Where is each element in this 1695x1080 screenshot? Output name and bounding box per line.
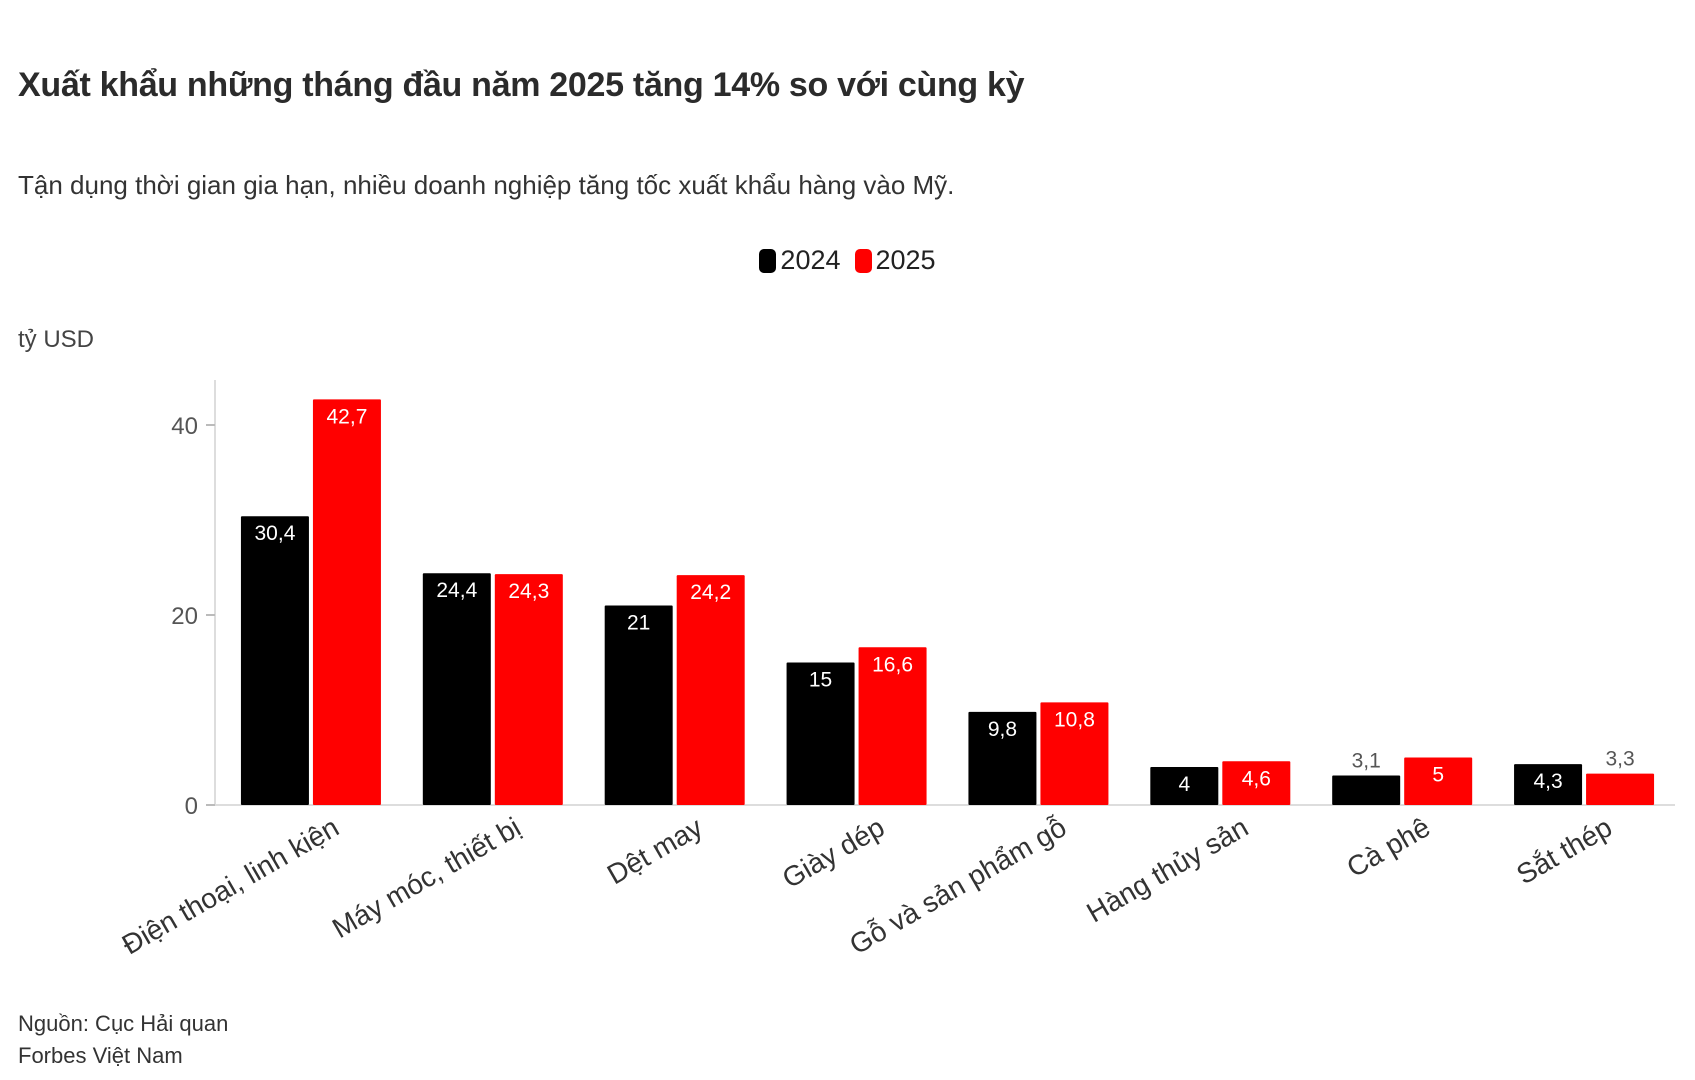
legend-item-2024: 2024: [759, 245, 841, 276]
x-tick-label: Điện thoại, linh kiện: [117, 811, 344, 960]
data-label: 10,8: [1054, 708, 1095, 731]
data-label: 16,6: [872, 653, 913, 676]
bar-2024-5: [1150, 767, 1219, 805]
bar-2025-7: [1586, 773, 1655, 805]
legend-item-2025: 2025: [854, 245, 936, 276]
y-tick-label: 20: [171, 603, 198, 630]
bar-2025-2: [676, 575, 745, 805]
x-tick-label: Sắt thép: [1511, 811, 1617, 890]
chart-title: Xuất khẩu những tháng đầu năm 2025 tăng …: [18, 66, 1025, 104]
chart-subtitle: Tận dụng thời gian gia hạn, nhiều doanh …: [18, 170, 955, 200]
bar-2025-1: [494, 574, 563, 805]
legend-swatch-2024: [759, 248, 777, 273]
y-tick-label: 0: [185, 793, 198, 820]
data-label: 4,6: [1242, 767, 1271, 790]
data-label: 15: [809, 669, 832, 692]
data-label: 24,2: [690, 581, 731, 604]
legend-label-2025: 2025: [875, 245, 936, 275]
bar-2024-7: [1514, 764, 1583, 805]
y-axis-unit-label: tỷ USD: [18, 326, 95, 353]
bar-2024-6: [1332, 775, 1401, 805]
bar-2024-0: [240, 516, 309, 805]
data-label: 4,3: [1533, 770, 1562, 793]
source-note: Nguồn: Cục Hải quan Forbes Việt Nam: [18, 1008, 228, 1072]
x-tick-label: Hàng thủy sản: [1081, 811, 1253, 928]
bar-2024-2: [604, 605, 673, 805]
x-tick-label: Cà phê: [1341, 811, 1435, 883]
data-label: 21: [627, 612, 650, 635]
legend-label-2024: 2024: [780, 245, 841, 275]
bar-2024-3: [786, 662, 855, 805]
chart-legend: 2024 2025: [0, 245, 1695, 276]
y-tick-label: 40: [171, 413, 198, 440]
data-label: 30,4: [255, 522, 296, 545]
x-tick-label: Giày dép: [777, 811, 890, 894]
x-tick-label: Dệt may: [602, 811, 708, 890]
data-label: 3,1: [1352, 750, 1381, 773]
source-line-1: Nguồn: Cục Hải quan: [18, 1011, 229, 1036]
data-label: 42,7: [327, 405, 368, 428]
bar-chart: 0 20 40 30,4 42,7 Điện thoại, linh kiện 24,4 24…: [117, 380, 1675, 960]
bar-2025-6: [1404, 757, 1473, 805]
bar-2024-1: [422, 573, 491, 805]
data-label: 4: [1178, 773, 1190, 796]
data-label: 24,4: [436, 579, 477, 602]
bar-2025-0: [312, 399, 381, 805]
source-line-2: Forbes Việt Nam: [18, 1043, 183, 1068]
data-label: 24,3: [508, 580, 549, 603]
bar-2025-3: [858, 647, 927, 805]
bar-2025-5: [1222, 761, 1291, 805]
data-label: 3,3: [1605, 748, 1634, 771]
data-label: 9,8: [988, 718, 1017, 741]
data-label: 5: [1432, 764, 1444, 787]
legend-swatch-2025: [854, 248, 872, 273]
bar-2025-4: [1040, 702, 1109, 805]
x-tick-label: Máy móc, thiết bị: [327, 811, 526, 944]
bar-2024-4: [968, 711, 1037, 805]
